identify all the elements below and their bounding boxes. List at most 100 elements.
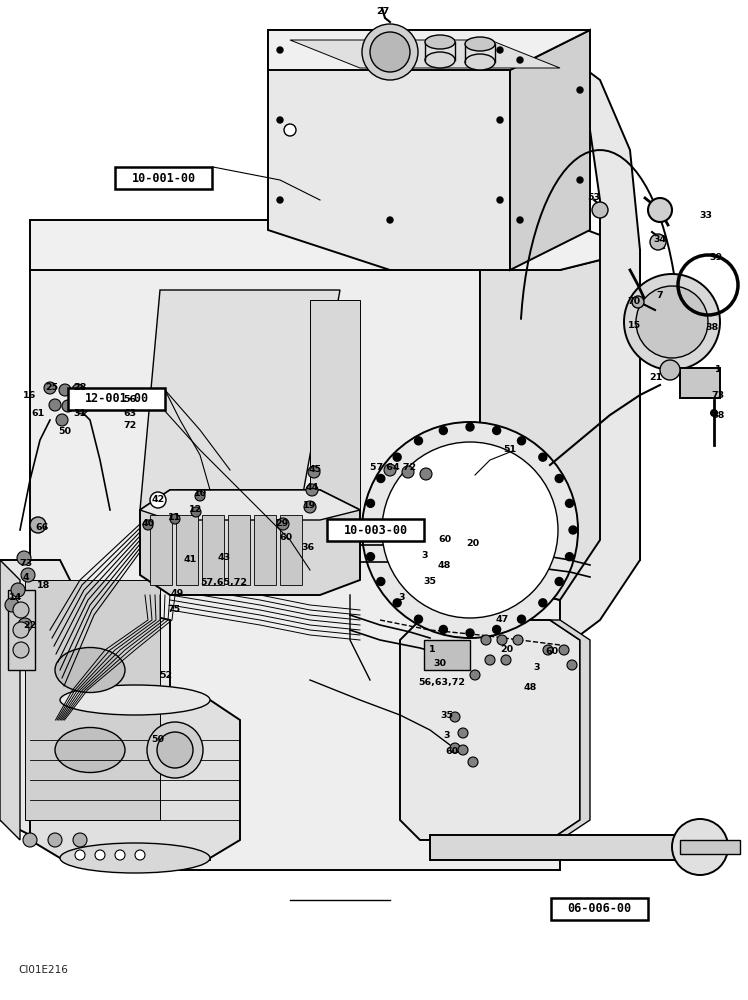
Circle shape xyxy=(377,578,384,585)
Circle shape xyxy=(650,234,666,250)
Circle shape xyxy=(458,745,468,755)
Circle shape xyxy=(72,384,84,396)
Circle shape xyxy=(555,578,563,586)
Text: 43: 43 xyxy=(218,554,230,562)
Polygon shape xyxy=(550,620,590,840)
Text: 50: 50 xyxy=(152,736,165,744)
Text: 66: 66 xyxy=(35,524,49,532)
Circle shape xyxy=(497,635,507,645)
Circle shape xyxy=(555,475,563,483)
Circle shape xyxy=(277,518,289,530)
Text: 3: 3 xyxy=(534,664,540,672)
Text: 06-006-00: 06-006-00 xyxy=(568,902,631,916)
Circle shape xyxy=(710,409,718,417)
Text: 20: 20 xyxy=(500,646,514,654)
Text: 60: 60 xyxy=(446,748,459,756)
Text: 75: 75 xyxy=(168,605,180,614)
Circle shape xyxy=(513,635,523,645)
Text: 29: 29 xyxy=(275,518,289,528)
Text: 44: 44 xyxy=(305,484,319,492)
Text: 48: 48 xyxy=(524,684,536,692)
Circle shape xyxy=(362,24,418,80)
Circle shape xyxy=(402,466,414,478)
Circle shape xyxy=(363,526,371,534)
Circle shape xyxy=(450,743,460,753)
Circle shape xyxy=(559,645,569,655)
Text: 38: 38 xyxy=(705,324,719,332)
Polygon shape xyxy=(680,840,740,854)
Polygon shape xyxy=(140,490,360,520)
Circle shape xyxy=(170,514,180,524)
Ellipse shape xyxy=(55,648,125,692)
Circle shape xyxy=(304,501,316,513)
Polygon shape xyxy=(424,640,470,670)
Text: 72: 72 xyxy=(123,422,137,430)
Circle shape xyxy=(95,850,105,860)
Text: 48: 48 xyxy=(438,560,451,570)
Text: 39: 39 xyxy=(709,253,723,262)
Circle shape xyxy=(277,117,283,123)
Circle shape xyxy=(75,850,85,860)
Polygon shape xyxy=(30,220,640,270)
Ellipse shape xyxy=(55,728,125,772)
Circle shape xyxy=(387,217,393,223)
Circle shape xyxy=(577,87,583,93)
Polygon shape xyxy=(176,515,198,585)
Circle shape xyxy=(497,117,503,123)
Polygon shape xyxy=(140,290,340,510)
Text: CI01E216: CI01E216 xyxy=(18,965,68,975)
Polygon shape xyxy=(480,250,640,600)
Circle shape xyxy=(539,599,547,607)
Circle shape xyxy=(393,599,401,607)
Circle shape xyxy=(393,453,401,461)
Circle shape xyxy=(377,475,384,483)
Circle shape xyxy=(13,642,29,658)
Circle shape xyxy=(577,177,583,183)
Circle shape xyxy=(660,360,680,380)
Circle shape xyxy=(632,296,644,308)
Text: 70: 70 xyxy=(628,298,640,306)
Polygon shape xyxy=(310,300,360,510)
Text: 73: 73 xyxy=(19,558,33,568)
Text: 47: 47 xyxy=(495,615,509,624)
Circle shape xyxy=(73,833,87,847)
Circle shape xyxy=(62,400,74,412)
Circle shape xyxy=(150,492,166,508)
Circle shape xyxy=(450,712,460,722)
Text: 12-001-00: 12-001-00 xyxy=(85,392,149,406)
Circle shape xyxy=(518,615,526,623)
Text: 28: 28 xyxy=(73,383,87,392)
FancyBboxPatch shape xyxy=(68,388,165,410)
Circle shape xyxy=(195,491,205,501)
Text: 12: 12 xyxy=(189,506,203,514)
Text: 42: 42 xyxy=(151,495,165,504)
Circle shape xyxy=(543,645,553,655)
Circle shape xyxy=(367,499,375,507)
Polygon shape xyxy=(140,490,360,595)
Polygon shape xyxy=(30,270,560,870)
Circle shape xyxy=(143,520,153,530)
Circle shape xyxy=(569,526,577,534)
Text: 10-001-00: 10-001-00 xyxy=(132,172,195,184)
Text: 25: 25 xyxy=(46,383,58,392)
Circle shape xyxy=(565,553,574,561)
Circle shape xyxy=(497,47,503,53)
Text: 1: 1 xyxy=(714,365,721,374)
Text: 19: 19 xyxy=(304,500,316,510)
Circle shape xyxy=(49,399,61,411)
Text: 15: 15 xyxy=(628,320,640,330)
Circle shape xyxy=(539,453,547,461)
FancyBboxPatch shape xyxy=(115,167,212,189)
Circle shape xyxy=(420,468,432,480)
Text: 45: 45 xyxy=(308,466,322,475)
Circle shape xyxy=(30,517,46,533)
Circle shape xyxy=(48,833,62,847)
Text: 20: 20 xyxy=(467,538,479,548)
Circle shape xyxy=(493,625,500,633)
Circle shape xyxy=(565,499,574,507)
Circle shape xyxy=(648,198,672,222)
Polygon shape xyxy=(268,30,510,270)
Polygon shape xyxy=(150,515,172,585)
Polygon shape xyxy=(25,580,160,820)
Circle shape xyxy=(468,757,478,767)
